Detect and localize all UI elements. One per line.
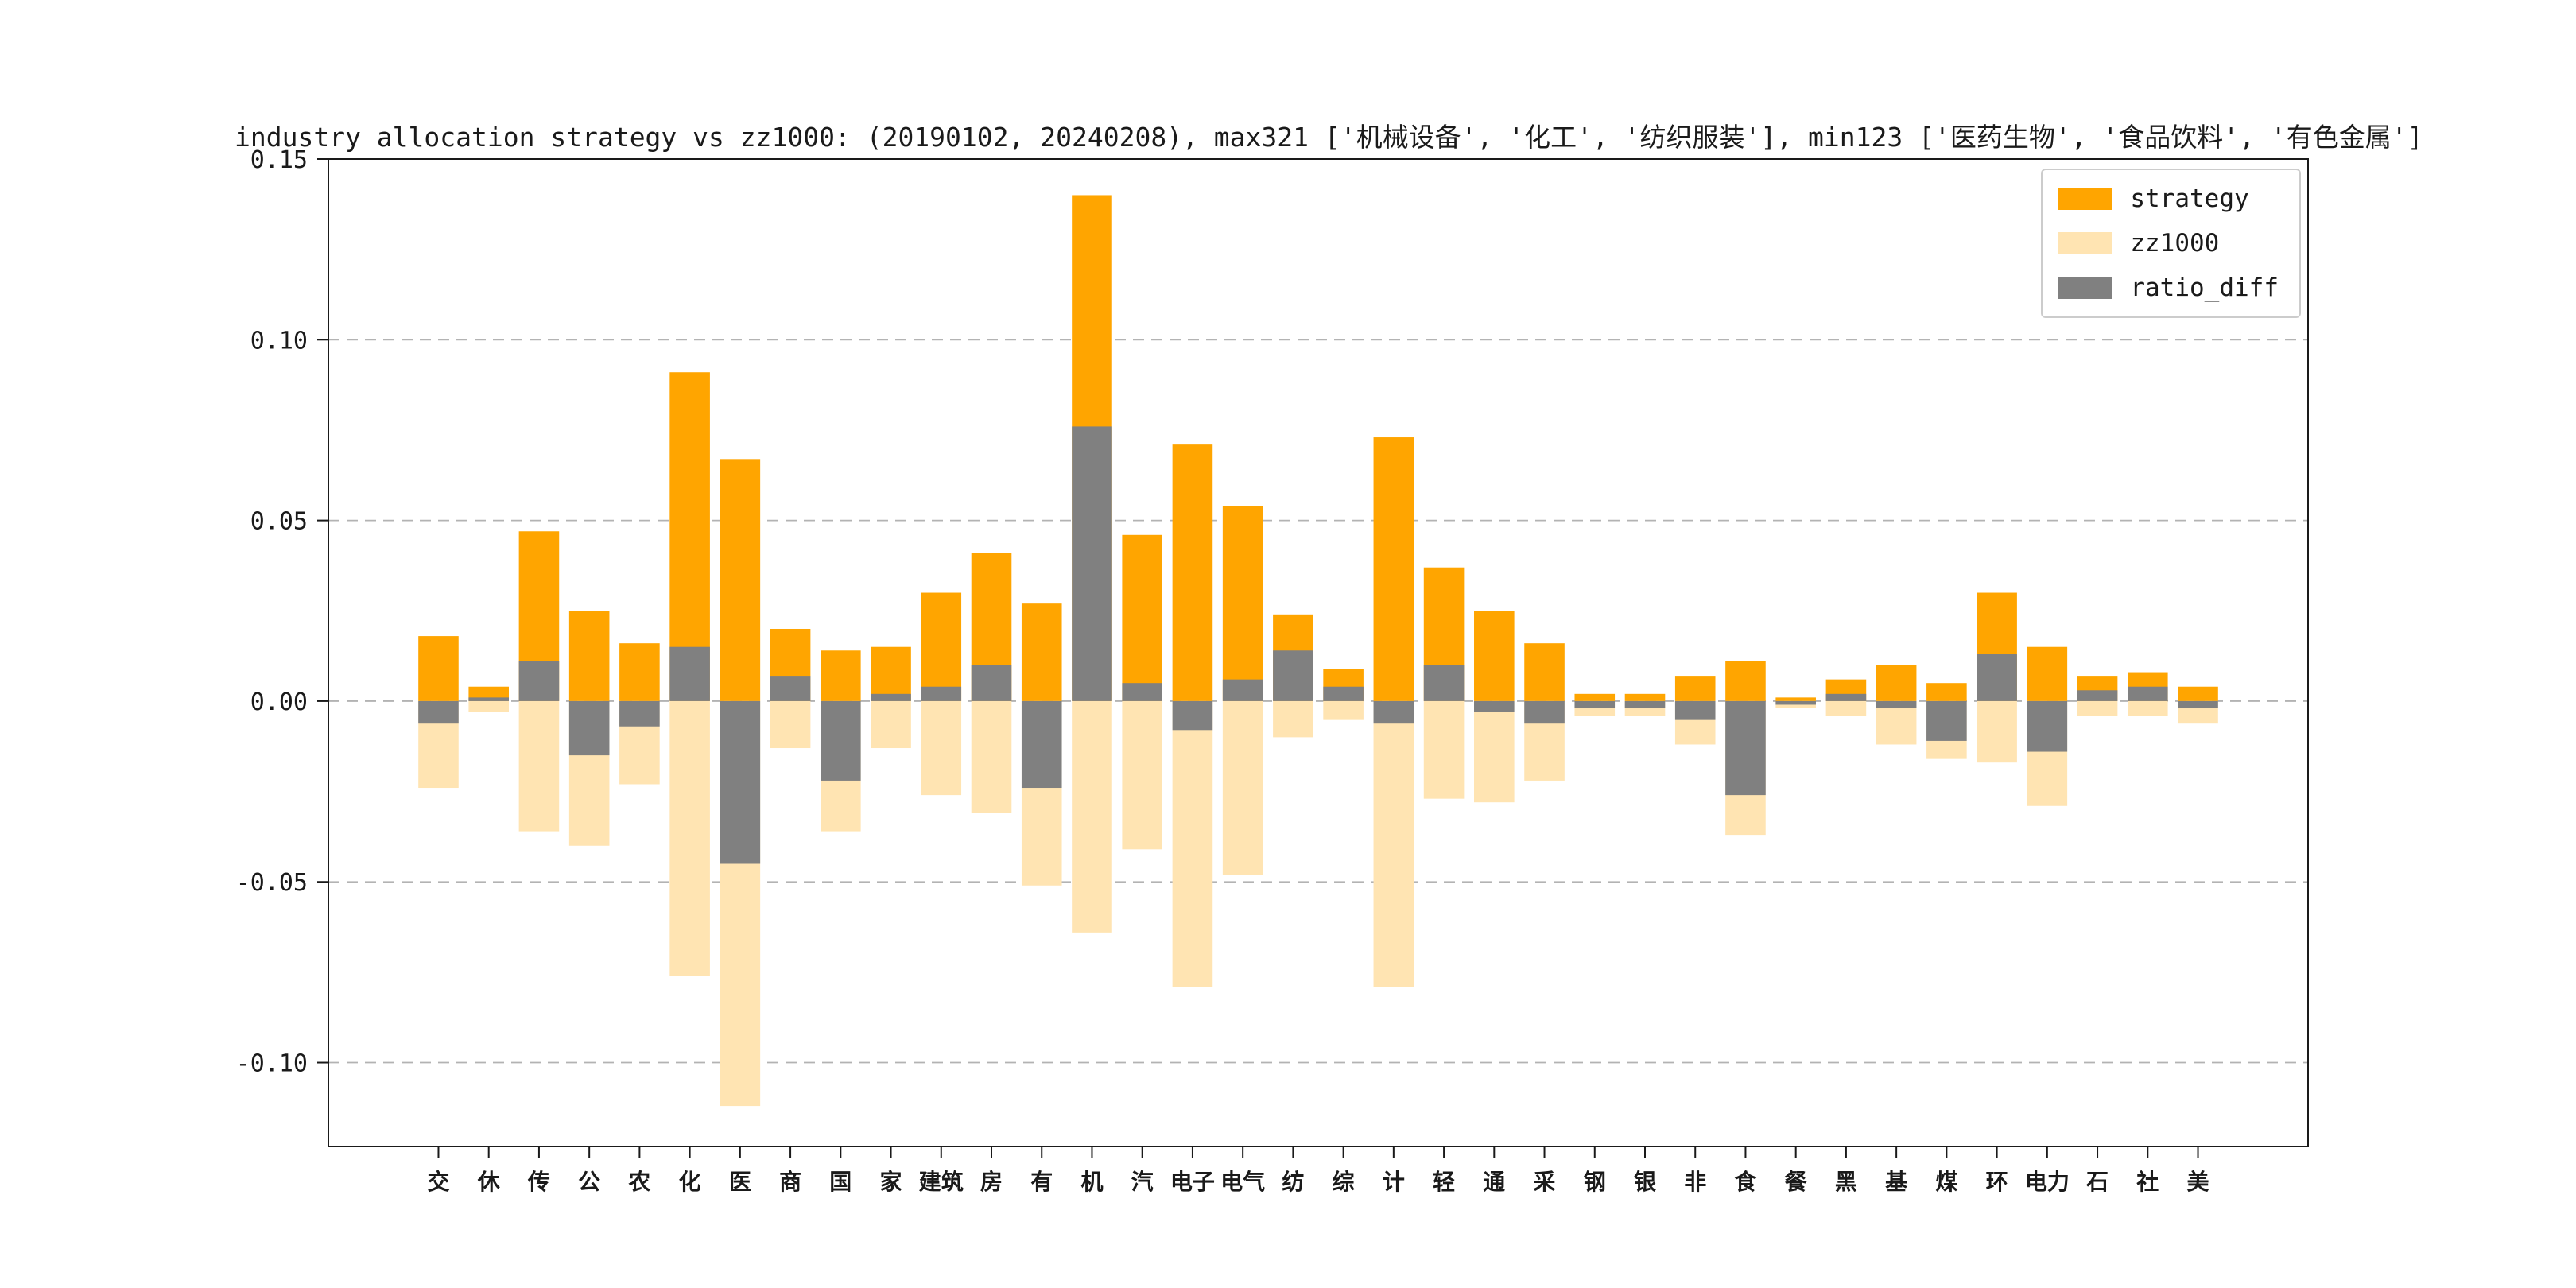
x-tick-label: 钢 bbox=[1584, 1169, 1606, 1195]
x-tick-label: 医 bbox=[729, 1169, 751, 1195]
x-tick-label: 纺 bbox=[1282, 1169, 1304, 1195]
x-tick-label: 农 bbox=[627, 1169, 650, 1195]
x-tick-label: 计 bbox=[1383, 1169, 1405, 1195]
x-tick-label: 有 bbox=[1030, 1169, 1053, 1195]
legend-label-strategy: strategy bbox=[2130, 184, 2249, 213]
x-tick-label: 煤 bbox=[1935, 1169, 1957, 1195]
x-tick-label: 商 bbox=[779, 1169, 801, 1195]
x-tick-label: 房 bbox=[980, 1169, 1003, 1195]
legend-swatch-ratio-diff bbox=[2058, 277, 2113, 299]
x-tick-label: 休 bbox=[477, 1169, 501, 1195]
y-tick-label: -0.10 bbox=[236, 1050, 308, 1078]
y-tick-label: 0.15 bbox=[250, 146, 308, 174]
x-tick-label: 采 bbox=[1534, 1169, 1556, 1195]
x-tick-label: 电力 bbox=[2025, 1169, 2070, 1195]
x-tick-label: 石 bbox=[2085, 1169, 2109, 1195]
x-tick-label: 交 bbox=[427, 1169, 449, 1195]
legend-swatch-strategy bbox=[2058, 188, 2113, 210]
chart-title: industry allocation strategy vs zz1000: … bbox=[235, 122, 2423, 153]
x-tick-label: 综 bbox=[1333, 1169, 1355, 1195]
x-tick-label: 汽 bbox=[1131, 1169, 1154, 1195]
y-tick-label: 0.10 bbox=[250, 327, 308, 355]
x-tick-label: 食 bbox=[1734, 1169, 1757, 1195]
x-tick-label: 银 bbox=[1634, 1169, 1657, 1195]
y-tick-label: 0.05 bbox=[250, 508, 308, 536]
legend-label-zz1000: zz1000 bbox=[2130, 229, 2220, 258]
x-tick-label: 社 bbox=[2136, 1169, 2159, 1195]
legend-entry-ratio-diff: ratio_diff bbox=[2058, 274, 2279, 302]
x-tick-label: 传 bbox=[527, 1169, 550, 1195]
x-tick-label: 建筑 bbox=[919, 1169, 964, 1195]
x-tick-label: 机 bbox=[1080, 1169, 1103, 1195]
legend-label-ratio-diff: ratio_diff bbox=[2130, 274, 2279, 302]
x-tick-label: 黑 bbox=[1835, 1169, 1857, 1195]
x-tick-label: 电子 bbox=[1170, 1169, 1215, 1195]
y-tick-label: -0.05 bbox=[236, 869, 308, 897]
x-tick-label: 环 bbox=[1986, 1169, 2008, 1195]
legend-swatch-zz1000 bbox=[2058, 232, 2113, 254]
x-tick-label: 美 bbox=[2187, 1169, 2209, 1195]
x-tick-label: 非 bbox=[1684, 1169, 1706, 1195]
legend-entry-zz1000: zz1000 bbox=[2058, 229, 2279, 258]
y-tick-label: 0.00 bbox=[250, 689, 308, 716]
x-tick-label: 电气 bbox=[1220, 1169, 1265, 1195]
legend: strategy zz1000 ratio_diff bbox=[2041, 169, 2301, 318]
legend-entry-strategy: strategy bbox=[2058, 184, 2279, 213]
x-tick-label: 餐 bbox=[1785, 1169, 1808, 1195]
x-tick-label: 国 bbox=[829, 1169, 852, 1195]
x-tick-label: 基 bbox=[1885, 1169, 1907, 1195]
x-tick-label: 通 bbox=[1483, 1169, 1505, 1195]
x-tick-label: 家 bbox=[880, 1169, 902, 1195]
x-tick-label: 化 bbox=[679, 1169, 701, 1195]
x-tick-label: 轻 bbox=[1433, 1169, 1455, 1195]
x-tick-label: 公 bbox=[578, 1169, 600, 1195]
